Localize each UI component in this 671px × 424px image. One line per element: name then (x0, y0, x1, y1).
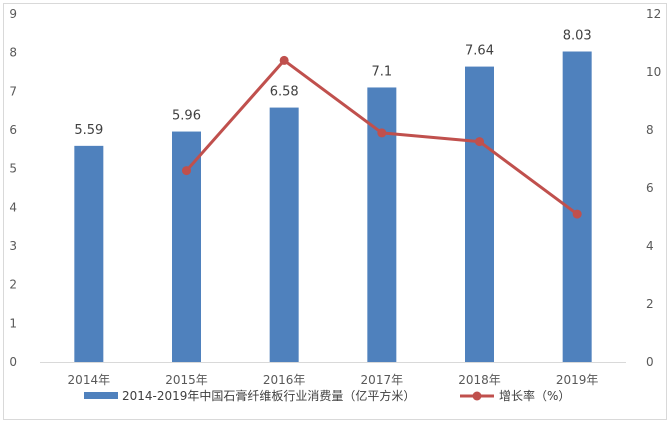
bar (269, 107, 299, 362)
growth-rate-point (279, 55, 289, 65)
growth-rate-point (475, 137, 484, 147)
y-right-tick-label: 2 (646, 297, 654, 311)
y-right-tick-label: 0 (646, 355, 654, 369)
bar-data-label: 8.03 (563, 29, 592, 44)
y-left-tick-label: 3 (9, 239, 17, 253)
x-tick-label: 2018年 (458, 373, 501, 387)
bar (74, 145, 104, 362)
bar-data-label: 7.1 (371, 64, 392, 79)
y-left-tick-label: 0 (9, 355, 17, 369)
y-right-tick-label: 6 (646, 181, 654, 195)
legend-label-line: 增长率（%） (499, 388, 570, 403)
bar-data-label: 7.64 (465, 44, 494, 59)
y-left-tick-label: 5 (9, 162, 17, 176)
y-right-tick-label: 10 (646, 65, 661, 79)
y-right-tick-label: 4 (646, 239, 654, 253)
x-tick-label: 2016年 (263, 373, 306, 387)
x-tick-label: 2014年 (68, 373, 111, 387)
growth-rate-point (377, 128, 387, 138)
legend-swatch-bars (84, 392, 118, 399)
growth-rate-point (182, 166, 191, 176)
y-left-tick-label: 8 (9, 46, 17, 60)
x-tick-label: 2017年 (361, 373, 404, 387)
x-tick-label: 2019年 (556, 373, 599, 387)
y-left-tick-label: 7 (9, 84, 17, 98)
legend-label-bars: 2014-2019年中国石膏纤维板行业消费量（亿平方米） (122, 388, 415, 403)
bar-data-label: 5.59 (74, 123, 103, 138)
y-left-tick-label: 2 (9, 278, 17, 292)
y-left-tick-label: 9 (9, 7, 17, 21)
bar-data-label: 6.58 (270, 85, 299, 100)
y-left-tick-label: 4 (9, 200, 17, 214)
legend-swatch-marker (472, 391, 482, 401)
growth-rate-point (572, 209, 582, 219)
y-left-tick-label: 6 (9, 123, 17, 137)
y-left-tick-label: 1 (9, 316, 17, 330)
y-right-tick-label: 12 (646, 7, 661, 21)
bar-data-label: 5.96 (172, 109, 201, 124)
bar (465, 66, 494, 362)
y-right-tick-label: 8 (646, 123, 654, 137)
x-tick-label: 2015年 (165, 373, 208, 387)
chart-frame (3, 3, 667, 420)
